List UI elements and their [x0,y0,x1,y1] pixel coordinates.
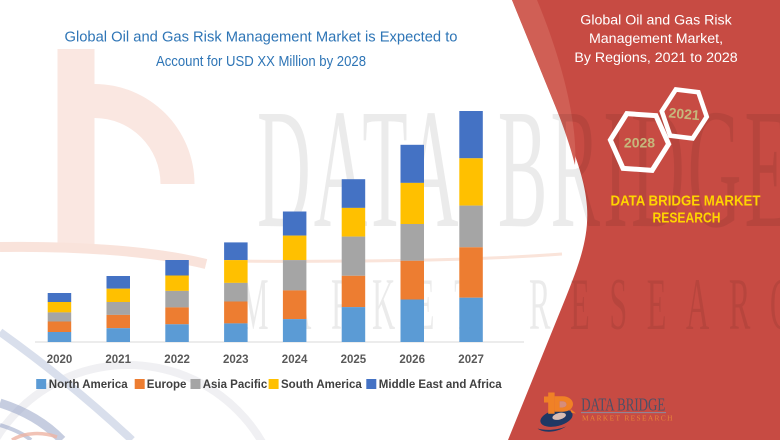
svg-text:2020: 2020 [47,354,73,366]
svg-text:2027: 2027 [458,354,484,366]
svg-text:2021: 2021 [668,104,701,123]
svg-text:2028: 2028 [624,134,655,150]
svg-text:North America: North America [49,379,128,391]
svg-text:MARKET RESEARCH: MARKET RESEARCH [582,414,674,423]
svg-text:Global Oil and Gas Risk Manage: Global Oil and Gas Risk Management Marke… [65,28,458,45]
svg-text:2024: 2024 [282,354,308,366]
svg-text:Global Oil and Gas Risk: Global Oil and Gas Risk [580,13,732,29]
svg-text:RESEARCH: RESEARCH [653,210,721,226]
svg-text:2022: 2022 [164,354,190,366]
svg-text:Asia Pacific: Asia Pacific [203,379,268,391]
svg-text:Europe: Europe [147,379,187,391]
svg-text:South America: South America [281,379,362,391]
svg-text:2026: 2026 [399,354,425,366]
svg-text:By Regions, 2021 to 2028: By Regions, 2021 to 2028 [574,50,737,66]
svg-text:DATA BRIDGE: DATA BRIDGE [581,395,665,415]
svg-text:MARKET RESEARCH: MARKET RESEARCH [240,264,780,346]
svg-text:Management Market,: Management Market, [589,31,723,47]
svg-text:2025: 2025 [341,354,367,366]
svg-text:2023: 2023 [223,354,249,366]
svg-text:DATA BRIDGE MARKET: DATA BRIDGE MARKET [611,193,761,209]
svg-text:Account for USD XX Million by: Account for USD XX Million by 2028 [156,53,366,70]
svg-text:Middle East and Africa: Middle East and Africa [379,379,503,391]
svg-text:2021: 2021 [105,354,131,366]
